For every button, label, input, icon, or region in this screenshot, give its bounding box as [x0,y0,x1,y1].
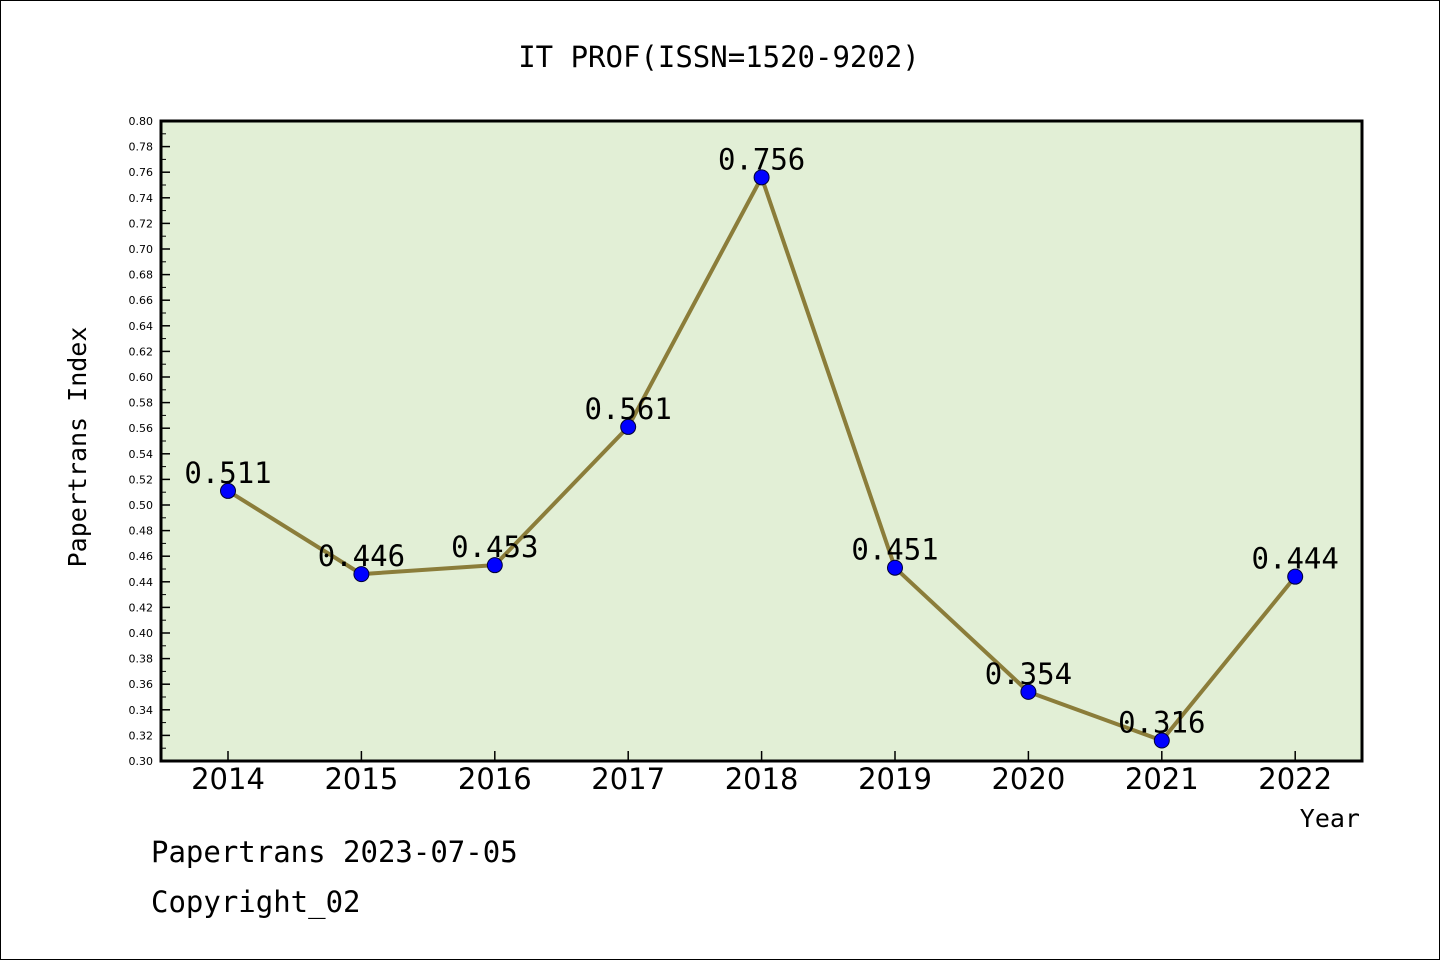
data-label: 0.451 [851,533,938,567]
data-label: 0.354 [985,657,1072,691]
data-point [486,557,503,574]
x-tick-label: 2017 [591,762,665,796]
y-tick-label: 0.52 [129,473,154,486]
x-tick-label: 2018 [725,762,799,796]
x-tick-label: 2020 [991,762,1065,796]
y-tick-label: 0.60 [129,371,154,384]
x-tick-label: 2015 [324,762,398,796]
y-tick-label: 0.64 [129,320,154,333]
chart-title: IT PROF(ISSN=1520-9202) [518,40,920,74]
data-label: 0.453 [451,530,538,564]
data-point [1020,683,1037,700]
y-tick-label: 0.48 [129,525,154,538]
y-axis-tick-labels: 0.30 0.32 0.34 0.36 0.38 0.40 0.42 0.44 0.46 0.48… [129,115,154,768]
data-label: 0.446 [318,539,405,573]
y-tick-label: 0.70 [129,243,154,256]
data-point [887,559,903,576]
data-point [1153,732,1170,749]
y-tick-label: 0.68 [129,269,154,282]
y-tick-label: 0.74 [129,192,154,205]
y-tick-label: 0.38 [129,653,154,666]
x-tick-label: 2014 [191,762,265,796]
y-tick-label: 0.44 [129,576,154,589]
x-tick-label: 2022 [1258,762,1332,796]
y-axis-label: Papertrans Index [63,327,92,568]
data-label: 0.444 [1252,542,1339,576]
data-label: 0.316 [1118,706,1205,740]
y-tick-label: 0.72 [129,217,154,230]
data-label: 0.511 [184,456,271,490]
data-point [1287,568,1304,585]
y-tick-label: 0.36 [129,678,154,691]
y-tick-label: 0.42 [129,601,154,614]
y-tick-label: 0.54 [129,448,154,461]
data-point [220,482,236,499]
y-tick-label: 0.30 [129,755,154,768]
data-point [353,566,370,583]
data-label: 0.561 [585,392,672,426]
x-axis-label: Year [1300,804,1360,833]
data-label: 0.756 [718,142,805,176]
y-tick-label: 0.34 [129,704,154,717]
y-tick-label: 0.78 [129,141,154,154]
x-tick-label: 2016 [458,762,532,796]
y-tick-label: 0.56 [129,422,154,435]
x-tick-label: 2021 [1125,762,1199,796]
x-tick-label: 2019 [858,762,932,796]
y-tick-label: 0.76 [129,166,154,179]
y-tick-label: 0.62 [129,345,154,358]
x-axis-ticks [227,751,1296,761]
x-axis-tick-labels: 2014 2015 2016 2017 2018 2019 2020 2021 2022 [191,762,1332,796]
y-tick-label: 0.80 [129,115,154,128]
footer-date: Papertrans 2023-07-05 [151,835,518,869]
y-tick-label: 0.66 [129,294,154,307]
y-tick-label: 0.46 [129,550,154,563]
y-tick-label: 0.40 [129,627,154,640]
data-point [620,418,637,435]
y-tick-label: 0.32 [129,729,154,742]
y-tick-label: 0.58 [129,397,154,410]
data-labels: 0.511 0.446 0.453 0.561 0.756 0.451 0.354 0.316… [184,142,1339,739]
series-line-group [220,169,1304,749]
y-axis-ticks [161,120,170,762]
y-tick-label: 0.50 [129,499,154,512]
data-point [753,169,770,186]
footer-copyright: Copyright_02 [151,885,361,919]
plot-area [159,119,1364,763]
